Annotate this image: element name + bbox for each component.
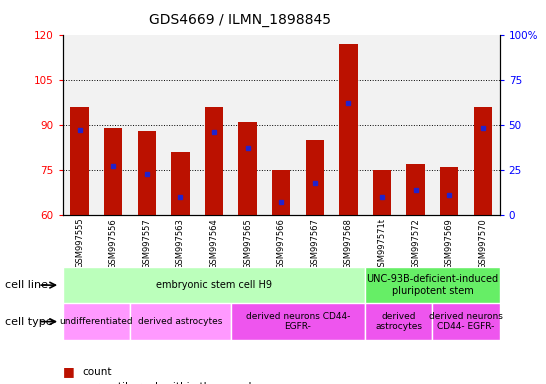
Bar (130, 303, 231, 340)
Bar (70, 107, 89, 215)
Bar (406, 164, 425, 215)
Bar (432, 303, 500, 340)
Text: cell line: cell line (5, 280, 49, 290)
Text: percentile rank within the sample: percentile rank within the sample (82, 382, 258, 384)
Bar (339, 44, 358, 215)
Text: derived astrocytes: derived astrocytes (138, 317, 223, 326)
Text: GDS4669 / ILMN_1898845: GDS4669 / ILMN_1898845 (149, 13, 331, 27)
Bar (63, 303, 130, 340)
Text: undifferentiated: undifferentiated (60, 317, 133, 326)
Text: derived neurons CD44-
EGFR-: derived neurons CD44- EGFR- (246, 312, 350, 331)
Text: UNC-93B-deficient-induced
pluripotent stem: UNC-93B-deficient-induced pluripotent st… (366, 274, 498, 296)
Bar (171, 152, 189, 215)
Bar (473, 107, 492, 215)
Text: embryonic stem cell H9: embryonic stem cell H9 (156, 280, 272, 290)
Text: derived neurons
CD44- EGFR-: derived neurons CD44- EGFR- (429, 312, 503, 331)
Text: count: count (82, 367, 111, 377)
Text: ■: ■ (63, 366, 75, 378)
Text: derived
astrocytes: derived astrocytes (375, 312, 422, 331)
Bar (63, 267, 365, 303)
Bar (365, 267, 500, 303)
Bar (104, 128, 122, 215)
Bar (231, 303, 365, 340)
Bar (138, 131, 156, 215)
Bar (272, 170, 290, 215)
Bar (365, 303, 432, 340)
Bar (440, 167, 459, 215)
Bar (239, 122, 257, 215)
Bar (306, 140, 324, 215)
Bar (205, 107, 223, 215)
Text: ■: ■ (63, 381, 75, 384)
Text: cell type: cell type (5, 316, 53, 327)
Bar (373, 170, 391, 215)
